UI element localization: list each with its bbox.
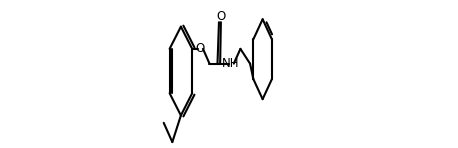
Text: NH: NH [222, 57, 240, 70]
Text: O: O [196, 42, 205, 55]
Text: O: O [216, 10, 225, 23]
